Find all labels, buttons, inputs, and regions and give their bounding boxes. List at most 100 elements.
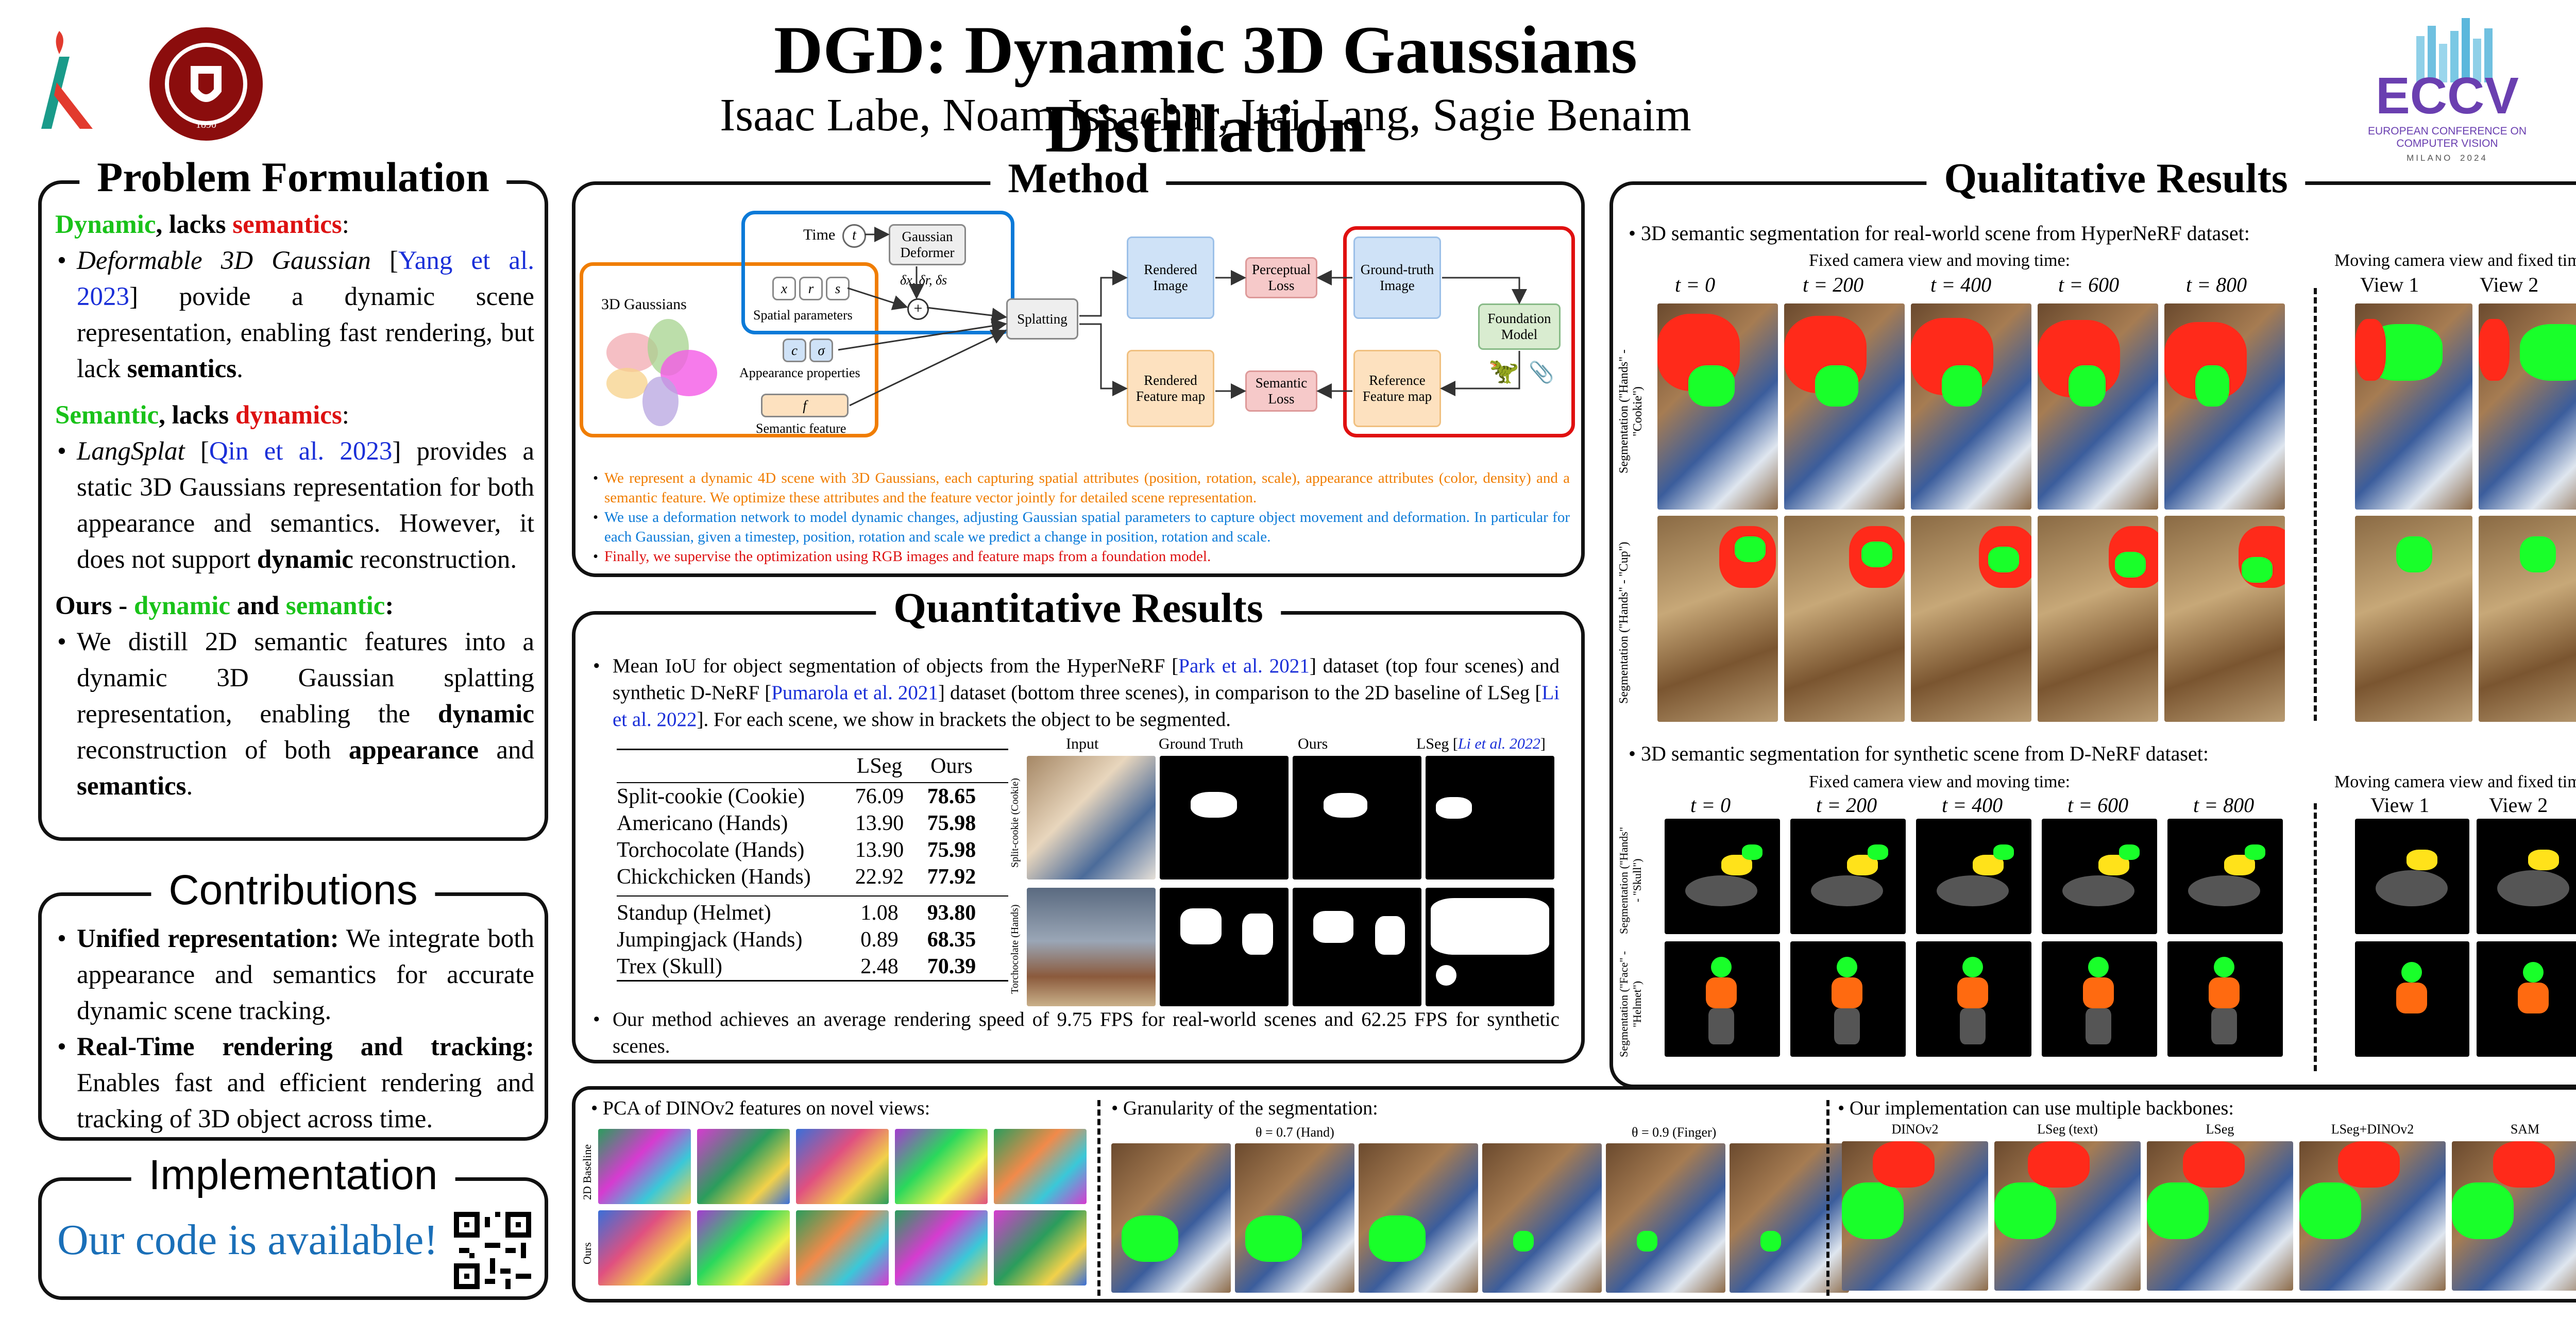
table-cell-lseg: 13.90: [855, 811, 904, 835]
bottom-panel: • PCA of DINOv2 features on novel views:…: [572, 1086, 2576, 1303]
problem-bullet-ours: We distill 2D semantic features into a d…: [55, 624, 534, 804]
method-arrows: [838, 227, 1527, 407]
quantitative-title: Quantitative Results: [876, 584, 1281, 632]
pca-frame: [895, 1129, 988, 1204]
table-row: Standup (Helmet) 1.08 93.80: [617, 900, 1008, 926]
table-cell-scene: Split-cookie (Cookie): [617, 785, 805, 808]
quant-bullet-fps: Our method achieves an average rendering…: [591, 1006, 1560, 1060]
param-c: c: [783, 339, 806, 362]
qual-synthetic-frame: [2042, 941, 2157, 1057]
ours-mask-cookie: [1293, 756, 1421, 880]
qualitative-title: Qualitative Results: [1926, 154, 2306, 202]
qual-view-frame: [2479, 303, 2576, 510]
qual-moving-cam-1: Moving camera view and fixed time:: [2334, 251, 2576, 270]
pca-frame: [796, 1210, 889, 1286]
bottom-divider-1: [1097, 1100, 1100, 1296]
lseg-mask-cookie: [1426, 756, 1554, 880]
qualitative-panel: Qualitative Results • 3D semantic segmen…: [1609, 154, 2576, 1088]
qual-fixed-cam-1: Fixed camera view and moving time:: [1809, 251, 2071, 270]
pca-frame: [598, 1210, 691, 1286]
qual-moving-cam-2: Moving camera view and fixed time:: [2334, 772, 2576, 791]
col-ours: Ours: [930, 754, 973, 778]
contributions-panel: Contributions Unified representation: We…: [38, 866, 548, 1141]
method-title: Method: [990, 154, 1166, 202]
problem-semantic-heading: Semantic, lacks dynamics:: [55, 401, 349, 430]
problem-bullet-langsplat: LangSplat [Qin et al. 2023] provides a s…: [55, 433, 534, 578]
granularity-frame: [1359, 1143, 1478, 1293]
table-row: Chickchicken (Hands) 22.92 77.92: [617, 864, 1008, 890]
method-panel: Method 3D Gaussians Time t Gaussian Defo…: [572, 154, 1585, 577]
granularity-frame: [1482, 1143, 1602, 1293]
hdr-lseg: LSeg [Li et al. 2022]: [1416, 735, 1546, 752]
backbone-frame: [2299, 1141, 2446, 1291]
qual-synthetic-frame: [2042, 819, 2157, 934]
qual-synthetic-frame: [2167, 819, 2283, 934]
qual-synthetic-view: [2477, 941, 2576, 1057]
segmentation-row-label: Segmentation ("Hands" - "Cookie"): [1617, 349, 1645, 474]
granularity-heading: • Granularity of the segmentation:: [1111, 1097, 1378, 1119]
table-cell-scene: Trex (Skull): [617, 955, 722, 978]
granularity-frame: [1606, 1143, 1725, 1293]
table-cell-scene: Americano (Hands): [617, 811, 788, 835]
qual-synthetic-frame: [2167, 941, 2283, 1057]
qual-synthetic-frame: [1665, 819, 1780, 934]
bottom-divider-2: [1826, 1100, 1829, 1296]
poster-title: DGD: Dynamic 3D Gaussians Distillation: [774, 12, 1637, 166]
time-label: t = 600: [2058, 273, 2120, 296]
appearance-label: Appearance properties: [739, 365, 860, 380]
time-label: t = 800: [2186, 273, 2247, 296]
time-node: t: [842, 224, 866, 248]
iou-table: LSeg Ours Split-cookie (Cookie) 76.09 78.6…: [617, 749, 1008, 982]
param-sigma: σ: [809, 339, 833, 362]
implementation-panel: Implementation Our code is available!: [38, 1151, 548, 1300]
trex-icon: 🦖: [1488, 358, 1519, 385]
method-bullet-representation: We represent a dynamic 4D scene with 3D …: [591, 468, 1570, 508]
table-cell-lseg: 1.08: [860, 901, 899, 925]
granularity-frame: [1111, 1143, 1231, 1293]
pca-row-baseline: 2D Baseline: [581, 1144, 594, 1200]
eccv-logo: ECCV EUROPEAN CONFERENCE ON COMPUTER VIS…: [2349, 15, 2545, 163]
param-x: x: [772, 277, 796, 300]
segmentation-row-label: Segmentation ("Hands" - "Cup"): [1617, 542, 1631, 704]
perceptual-loss-box: Perceptual Loss: [1245, 257, 1317, 298]
qual-synthetic-frame: [1790, 819, 1906, 934]
pca-frame: [697, 1210, 790, 1286]
qual-bullet-dnerf: • 3D semantic segmentation for synthetic…: [1629, 742, 2209, 765]
backbone-frame: [2147, 1141, 2293, 1291]
qual-frame: [1911, 516, 2031, 722]
table-cell-scene: Torchocolate (Hands): [617, 838, 805, 862]
qual-frame: [2164, 303, 2285, 510]
method-bullet-supervision: Finally, we supervise the optimization u…: [591, 547, 1570, 566]
granularity-frame: [1730, 1143, 1849, 1293]
problem-ours-heading: Ours - dynamic and semantic:: [55, 591, 394, 620]
contributions-title: Contributions: [151, 866, 435, 915]
svg-text:ECCV: ECCV: [2376, 67, 2519, 119]
gt-mask-cookie: [1160, 756, 1289, 880]
qual-frame: [2038, 516, 2158, 722]
table-row: Split-cookie (Cookie) 76.09 78.65: [617, 783, 1008, 810]
qual-frame: [1657, 303, 1778, 510]
qual-frame: [2164, 516, 2285, 722]
gt-mask-torchocolate: [1160, 888, 1289, 1006]
pca-heading: • PCA of DINOv2 features on novel views:: [591, 1097, 930, 1119]
paperclip-icon: 📎: [1529, 361, 1554, 384]
table-cell-scene: Standup (Helmet): [617, 901, 771, 925]
table-cell-lseg: 22.92: [855, 865, 904, 889]
table-cell-lseg: 13.90: [855, 838, 904, 862]
method-bullet-deformation: We use a deformation network to model dy…: [591, 508, 1570, 547]
code-available-link[interactable]: Our code is available!: [57, 1216, 438, 1264]
qual-fixed-cam-2: Fixed camera view and moving time:: [1809, 772, 2071, 791]
row-label-cookie: Split-cookie (Cookie): [1009, 778, 1021, 868]
qual-frame: [1657, 516, 1778, 722]
semantic-feature-label: Semantic feature: [756, 421, 846, 436]
method-diagram: 3D Gaussians Time t Gaussian Deformer δx…: [575, 206, 1581, 463]
ours-mask-torchocolate: [1293, 888, 1421, 1006]
qual-synthetic-frame: [1790, 941, 1906, 1057]
time-label: t = 800: [2193, 793, 2255, 817]
qr-code[interactable]: [454, 1212, 531, 1289]
backbone-label: DINOv2: [1891, 1122, 1939, 1137]
qual-frame: [1784, 516, 1905, 722]
hdr-input: Input: [1066, 735, 1099, 752]
quant-bullet-iou: Mean IoU for object segmentation of obje…: [591, 653, 1560, 733]
qual-synthetic-view: [2355, 941, 2469, 1057]
